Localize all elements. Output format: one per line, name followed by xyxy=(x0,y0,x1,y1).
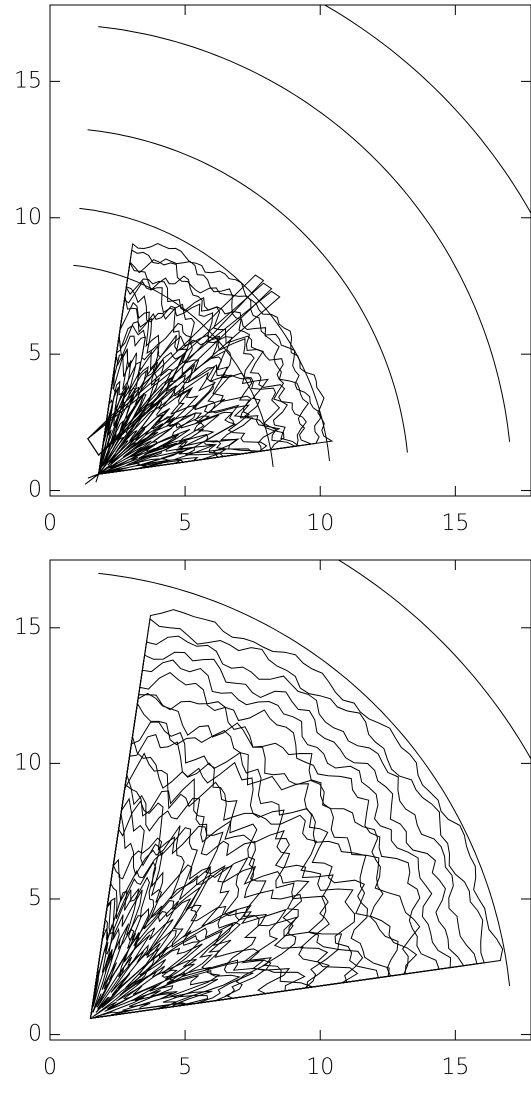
grid-arc xyxy=(108,482,531,977)
y-tick-label: 10 xyxy=(14,750,42,775)
y-tick-label: 15 xyxy=(14,68,42,93)
y-tick-label: 5 xyxy=(28,886,42,911)
contour-line xyxy=(91,660,451,1018)
figure: 0 5 10 15 0 5 10 15 0 5 10 15 0 5 10 15 xyxy=(0,0,531,1091)
contour-layer xyxy=(91,482,531,1019)
x-tick-label: 5 xyxy=(178,1055,192,1080)
y-tick-label: 10 xyxy=(14,205,42,230)
contour-line xyxy=(91,619,485,1019)
plot-frame xyxy=(50,560,531,1040)
x-tick-label: 0 xyxy=(43,511,57,536)
x-tick-label: 10 xyxy=(306,1055,334,1080)
x-tick-label: 15 xyxy=(441,1055,469,1080)
grid-arc xyxy=(108,0,531,432)
x-tick-label: 15 xyxy=(441,511,469,536)
contour-layer xyxy=(73,0,531,484)
y-tick-label: 0 xyxy=(28,1022,42,1047)
x-tick-label: 0 xyxy=(43,1055,57,1080)
x-tick-label: 10 xyxy=(306,511,334,536)
contour-line xyxy=(91,693,417,1018)
y-tick-label: 15 xyxy=(14,615,42,640)
y-tick-label: 5 xyxy=(28,341,42,366)
y-tick-label: 0 xyxy=(28,478,42,503)
contour-line xyxy=(91,737,363,1019)
x-tick-label: 5 xyxy=(178,511,192,536)
